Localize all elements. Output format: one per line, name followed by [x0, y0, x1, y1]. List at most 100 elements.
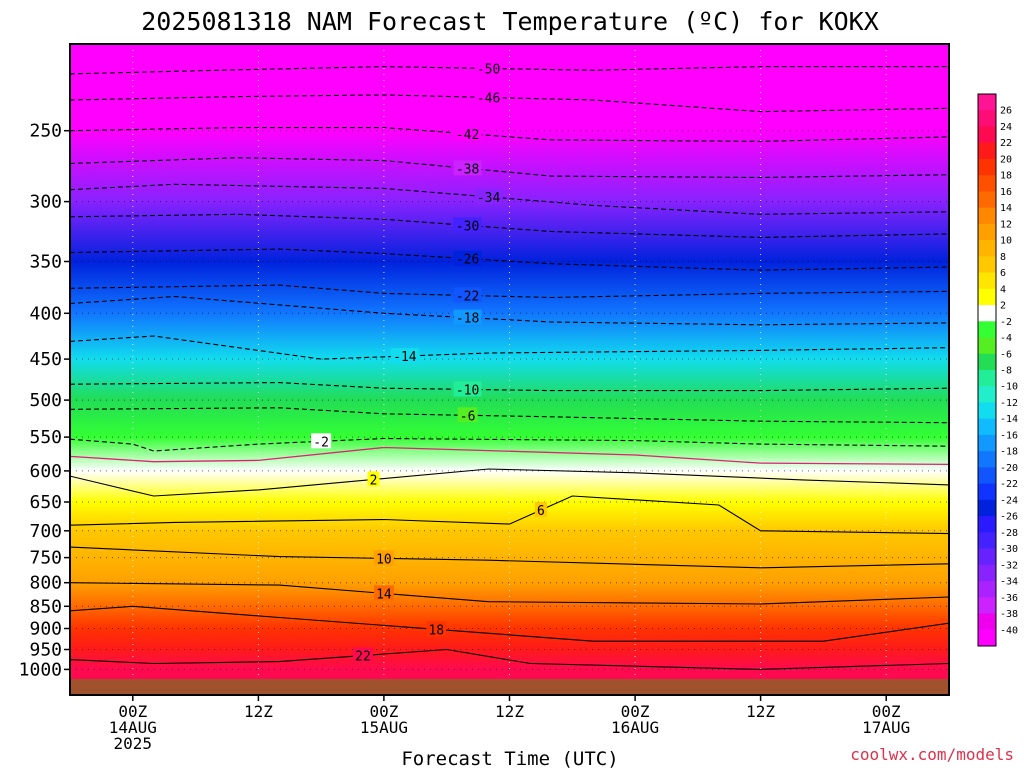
y-tick-label: 450 — [29, 349, 62, 370]
isotherm-line — [70, 213, 949, 238]
colorbar-tick-label: 4 — [1000, 284, 1006, 295]
y-tick-label: 600 — [29, 461, 62, 482]
isotherm-label-bg — [353, 647, 373, 663]
x-tick-label: 16AUG — [611, 718, 659, 737]
isotherm-label: -34 — [477, 191, 501, 206]
ground-surface — [70, 679, 949, 695]
isotherm-label-bg — [534, 502, 547, 517]
isotherm-line — [70, 446, 949, 466]
colorbar: 26 24 22 20 18 16 14 12 10 8 6 4 2 -2 -4 -6 -8 -10 -12 -14 -… — [977, 93, 1018, 647]
colorbar-tick-label: -24 — [1000, 495, 1018, 506]
isotherm-label: 2 — [370, 473, 378, 488]
colorbar-swatch — [978, 434, 996, 452]
x-tick-label: 00Z — [872, 702, 901, 721]
y-tick-label: 1000 — [19, 659, 62, 680]
temperature-field — [70, 44, 949, 679]
colorbar-tick-label: -8 — [1000, 366, 1012, 377]
isotherm-line — [70, 407, 949, 424]
colorbar-swatch — [978, 110, 996, 127]
colorbar-tick-label: 10 — [1000, 236, 1012, 247]
colorbar-tick-label: -20 — [1000, 463, 1018, 474]
colorbar-swatch — [978, 418, 996, 436]
x-tick-label: 00Z — [369, 702, 398, 721]
isotherm-label-bg — [373, 585, 394, 601]
colorbar-tick-label: -30 — [1000, 544, 1018, 555]
isotherm-line — [70, 546, 949, 569]
colorbar-tick-label: -14 — [1000, 414, 1018, 425]
isotherm-line — [70, 582, 949, 605]
colorbar-tick-label: -16 — [1000, 430, 1018, 441]
colorbar-swatch — [978, 175, 996, 192]
isotherm-label-bg — [453, 381, 482, 397]
colorbar-swatch — [978, 353, 996, 371]
colorbar-swatch — [978, 402, 996, 420]
isotherm-label-bg — [453, 309, 482, 325]
colorbar-swatch — [978, 256, 996, 273]
isotherm-label: -30 — [456, 219, 479, 234]
colorbar-swatch — [978, 483, 996, 501]
colorbar-tick-label: -4 — [1000, 333, 1012, 344]
isotherm-line — [70, 248, 949, 271]
y-tick-label: 300 — [29, 192, 62, 213]
isotherm-label-bg — [426, 621, 447, 637]
colorbar-swatch — [978, 370, 996, 387]
colorbar-tick-label: -32 — [1000, 560, 1018, 571]
isotherm-label-bg — [373, 550, 394, 566]
colorbar-tick-label: 26 — [1000, 106, 1012, 117]
colorbar-tick-label: 22 — [1000, 138, 1012, 149]
isotherm-label: -46 — [477, 92, 500, 107]
x-tick-label: 12Z — [495, 702, 524, 721]
colorbar-swatch — [978, 564, 996, 582]
isotherm-label: -22 — [456, 289, 479, 304]
colorbar-tick-label: -40 — [1000, 625, 1018, 636]
colorbar-tick-label: -18 — [1000, 447, 1018, 458]
colorbar-swatch — [978, 516, 996, 533]
y-tick-label: 650 — [29, 492, 62, 513]
y-tick-label: 550 — [29, 427, 62, 448]
isotherm-label: 10 — [376, 552, 392, 567]
colorbar-tick-label: -6 — [1000, 349, 1012, 360]
isotherm-label: -18 — [456, 312, 479, 327]
isotherm-label: -26 — [456, 253, 479, 268]
colorbar-swatch — [978, 272, 996, 290]
y-tick-label: 500 — [29, 390, 62, 411]
colorbar-tick-label: 8 — [1000, 252, 1006, 263]
y-axis: 2503003504004505005506006507007508008509… — [19, 121, 70, 680]
isotherm-line — [70, 648, 949, 670]
isotherm-label: 18 — [428, 623, 444, 638]
x-tick-label: 12Z — [746, 702, 775, 721]
isotherm-label-bg — [474, 188, 503, 204]
colorbar-tick-label: 20 — [1000, 154, 1012, 165]
colorbar-swatch — [978, 499, 996, 517]
y-tick-label: 400 — [29, 303, 62, 324]
colorbar-tick-label: -12 — [1000, 398, 1018, 409]
isotherm-label: 14 — [376, 587, 392, 602]
x-tick-label: 12Z — [244, 702, 273, 721]
colorbar-swatch — [978, 548, 996, 566]
x-tick-label: 14AUG — [109, 718, 157, 737]
isotherm-label-bg — [390, 348, 419, 364]
isotherm-line — [70, 284, 949, 299]
isotherm-label: 6 — [537, 504, 545, 519]
colorbar-swatch — [978, 451, 996, 468]
watermark-text: coolwx.com/models — [850, 745, 1014, 764]
y-tick-label: 950 — [29, 640, 62, 661]
x-tick-label: 17AUG — [862, 718, 910, 737]
isotherm-label-bg — [453, 217, 482, 233]
colorbar-swatch — [978, 158, 996, 176]
colorbar-swatch — [978, 613, 996, 631]
colorbar-swatch — [978, 240, 996, 257]
isotherm-label-bg — [453, 250, 482, 266]
isotherm-label-bg — [457, 407, 478, 423]
y-tick-label: 350 — [29, 252, 62, 273]
x-axis-label: Forecast Time (UTC) — [401, 748, 618, 768]
colorbar-tick-label: 12 — [1000, 219, 1012, 230]
colorbar-swatch — [978, 94, 996, 111]
colorbar-frame — [977, 93, 997, 647]
isotherm-label-bg — [453, 160, 482, 176]
isotherm-label-bg — [474, 89, 503, 105]
colorbar-tick-label: -34 — [1000, 577, 1018, 588]
isotherm-line — [70, 382, 949, 392]
